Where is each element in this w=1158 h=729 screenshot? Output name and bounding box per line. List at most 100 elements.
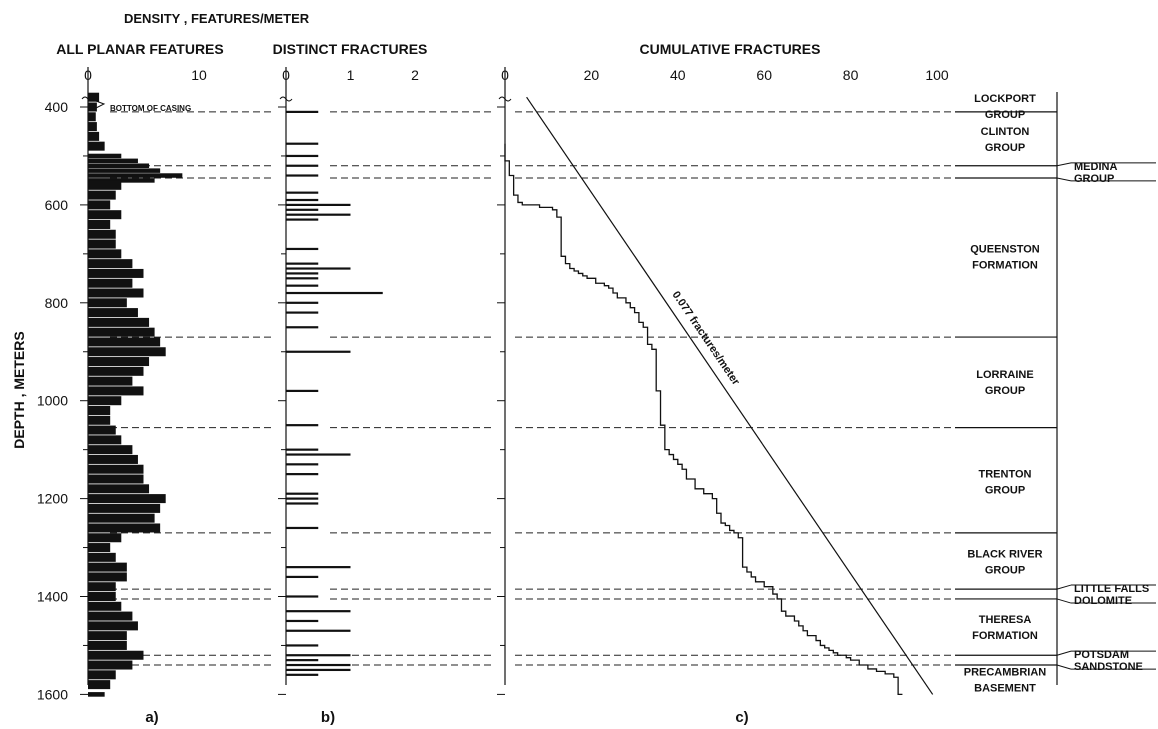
planar-feature-bar-43 bbox=[88, 484, 150, 494]
distinct-fracture-bar-8 bbox=[286, 208, 319, 211]
casing-pointer bbox=[95, 100, 106, 109]
planar-feature-bar-34 bbox=[88, 396, 122, 406]
planar-feature-bar-5 bbox=[88, 141, 105, 151]
distinct-fracture-bar-6 bbox=[286, 198, 319, 202]
distinct-fracture-bar-43 bbox=[286, 673, 319, 676]
planar-feature-bar-56 bbox=[88, 611, 133, 621]
planar-feature-bar-27 bbox=[88, 327, 155, 337]
formation-label-0-1: GROUP bbox=[985, 109, 1025, 121]
planar-feature-bar-32 bbox=[88, 376, 133, 386]
x-tick-label-2-2: 40 bbox=[670, 67, 686, 83]
planar-feature-bar-47 bbox=[88, 523, 161, 533]
planar-feature-bar-23 bbox=[88, 288, 144, 298]
panel-b-label: b) bbox=[321, 709, 335, 726]
distinct-fracture-bar-21 bbox=[286, 350, 351, 353]
planar-feature-bar-46 bbox=[88, 513, 155, 523]
distinct-fracture-bar-39 bbox=[286, 654, 351, 657]
distinct-fracture-bar-33 bbox=[286, 575, 319, 579]
formation-column: LOCKPORT GROUP CLINTON GROUP QUEENSTON FORMAT… bbox=[955, 92, 1156, 695]
y-tick-label-1: 600 bbox=[45, 197, 69, 213]
planar-feature-bar-10 bbox=[88, 173, 183, 178]
side-formation-label-2-0: POTSDAM bbox=[1074, 649, 1129, 661]
formation-label-5-1: GROUP bbox=[985, 564, 1025, 576]
distinct-fracture-bar-13 bbox=[286, 267, 351, 270]
axis-break-mark-0 bbox=[81, 96, 95, 102]
distinct-fracture-bar-40 bbox=[286, 659, 319, 662]
formation-label-4-0: TRENTON bbox=[979, 468, 1032, 480]
planar-feature-bar-40 bbox=[88, 454, 138, 464]
planar-feature-bar-22 bbox=[88, 278, 133, 288]
planar-feature-bar-36 bbox=[88, 415, 111, 425]
planar-feature-bar-25 bbox=[88, 308, 138, 318]
y-tick-label-6: 1600 bbox=[37, 686, 68, 702]
planar-feature-bar-11 bbox=[88, 178, 155, 183]
distinct-fracture-bar-17 bbox=[286, 291, 383, 295]
panel-b-title: DISTINCT FRACTURES bbox=[273, 41, 428, 57]
x-tick-label-1-0: 0 bbox=[282, 67, 290, 83]
distinct-fracture-bar-9 bbox=[286, 213, 351, 216]
formation-label-1-0: CLINTON bbox=[981, 126, 1030, 138]
distinct-fracture-bar-22 bbox=[286, 389, 319, 393]
planar-feature-bar-64 bbox=[88, 692, 105, 697]
planar-feature-bar-39 bbox=[88, 445, 133, 455]
planar-feature-bar-13 bbox=[88, 190, 116, 200]
distinct-fracture-bar-41 bbox=[286, 663, 351, 667]
casing-note: BOTTOM OF CASING bbox=[110, 104, 191, 113]
planar-feature-bar-18 bbox=[88, 239, 116, 249]
distinct-fracture-bar-37 bbox=[286, 629, 351, 632]
cumulative-fracture-line bbox=[504, 143, 903, 696]
formation-label-6-0: THERESA bbox=[979, 614, 1032, 626]
formation-label-5-0: BLACK RIVER bbox=[967, 548, 1042, 560]
planar-feature-bar-6 bbox=[88, 153, 122, 159]
side-formation-label-1-1: DOLOMITE bbox=[1074, 595, 1132, 607]
distinct-fracture-bar-25 bbox=[286, 453, 351, 456]
planar-feature-bar-3 bbox=[88, 122, 97, 132]
planar-feature-bar-45 bbox=[88, 503, 161, 513]
x-tick-label-0-0: 0 bbox=[84, 67, 92, 83]
planar-feature-bar-33 bbox=[88, 386, 144, 396]
distinct-fracture-bar-35 bbox=[286, 610, 351, 613]
formation-label-3-1: GROUP bbox=[985, 385, 1025, 397]
planar-feature-bar-57 bbox=[88, 621, 138, 631]
distinct-fracture-bar-28 bbox=[286, 492, 319, 495]
distinct-fracture-bar-19 bbox=[286, 311, 319, 314]
planar-feature-bar-51 bbox=[88, 562, 127, 572]
axis-break-mark-2 bbox=[498, 96, 512, 102]
planar-feature-bar-21 bbox=[88, 268, 144, 278]
side-bracket-top-2 bbox=[1056, 650, 1072, 656]
planar-feature-bar-0 bbox=[88, 92, 100, 102]
x-tick-label-2-0: 0 bbox=[501, 67, 509, 83]
planar-feature-bar-4 bbox=[88, 131, 100, 141]
y-tick-label-5: 1400 bbox=[37, 589, 68, 605]
planar-feature-bar-61 bbox=[88, 660, 133, 670]
formation-label-4-1: GROUP bbox=[985, 484, 1025, 496]
top-title: DENSITY , FEATURES/METER bbox=[124, 11, 310, 26]
formation-label-2-0: QUEENSTON bbox=[970, 243, 1040, 255]
planar-feature-bar-54 bbox=[88, 591, 116, 602]
distinct-fracture-bar-1 bbox=[286, 142, 319, 145]
distinct-fracture-bar-12 bbox=[286, 262, 319, 265]
side-formation-label-0-0: MEDINA bbox=[1074, 161, 1117, 173]
distinct-fracture-bar-4 bbox=[286, 174, 319, 177]
distinct-fracture-bar-42 bbox=[286, 668, 351, 672]
planar-feature-bar-42 bbox=[88, 474, 144, 484]
side-bracket-bottom-2 bbox=[1056, 664, 1072, 670]
panel-a-bars bbox=[88, 92, 183, 697]
planar-feature-bar-8 bbox=[88, 163, 150, 168]
panel-c-title: CUMULATIVE FRACTURES bbox=[640, 41, 821, 57]
panel-c-cumulative bbox=[504, 96, 934, 696]
distinct-fracture-bar-38 bbox=[286, 644, 319, 647]
planar-feature-bar-12 bbox=[88, 180, 122, 190]
formation-label-2-1: FORMATION bbox=[972, 259, 1038, 271]
planar-feature-bar-55 bbox=[88, 601, 122, 611]
distinct-fracture-bar-24 bbox=[286, 448, 319, 451]
planar-feature-bar-16 bbox=[88, 219, 111, 229]
distinct-fracture-bar-20 bbox=[286, 326, 319, 329]
axis-break-mark-1 bbox=[279, 96, 293, 102]
formation-label-7-0: PRECAMBRIAN bbox=[964, 667, 1047, 679]
planar-feature-bar-52 bbox=[88, 572, 127, 582]
planar-feature-bar-37 bbox=[88, 425, 116, 435]
formation-label-6-1: FORMATION bbox=[972, 630, 1038, 642]
formation-label-0-0: LOCKPORT bbox=[974, 93, 1036, 105]
planar-feature-bar-28 bbox=[88, 337, 161, 347]
